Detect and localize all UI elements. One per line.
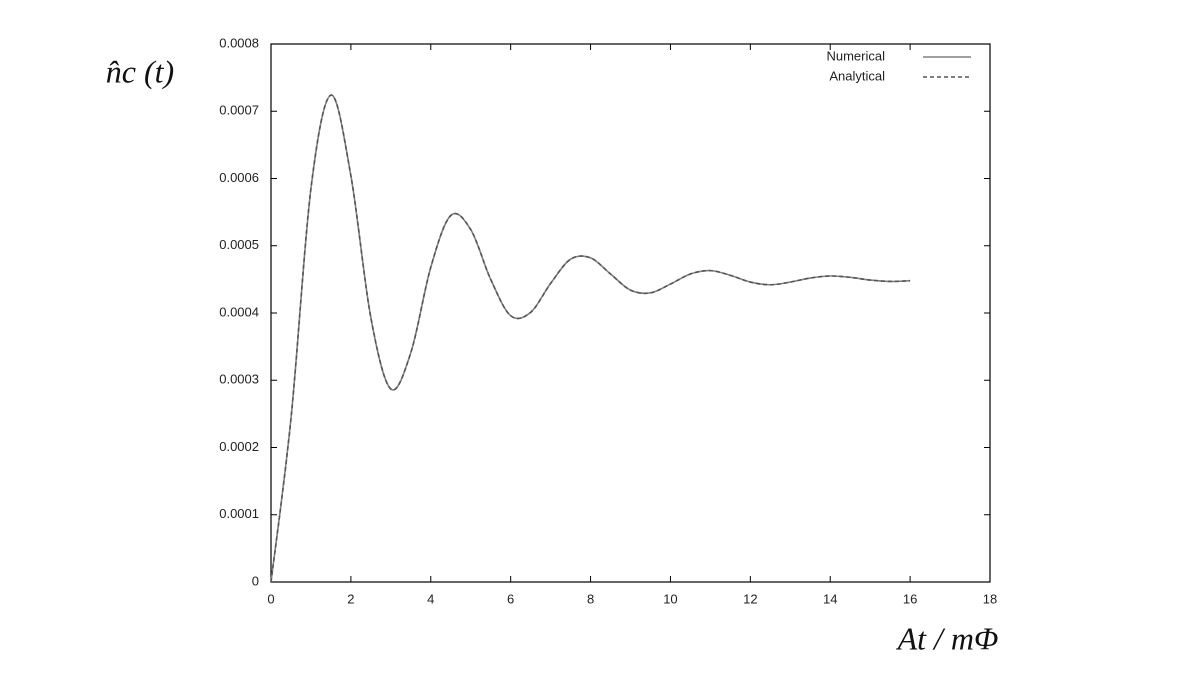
y-tick-label: 0.0004 <box>219 304 259 319</box>
y-tick-label: 0.0006 <box>219 170 259 185</box>
y-axis-title: n̂c (t) <box>106 53 174 89</box>
data-line <box>270 94 911 583</box>
x-axis-title: At / mΦ <box>896 620 999 656</box>
plot-frame <box>270 43 991 583</box>
y-tick-label: 0.0002 <box>219 439 259 454</box>
y-tick-label: 0 <box>252 573 259 588</box>
x-tick-label: 14 <box>823 591 837 606</box>
x-tick-label: 6 <box>507 591 514 606</box>
x-tick-label: 16 <box>903 591 917 606</box>
x-tick-label: 10 <box>663 591 677 606</box>
y-tick-label: 0.0005 <box>219 237 259 252</box>
y-tick-label: 0.0003 <box>219 372 259 387</box>
x-tick-label: 0 <box>267 591 274 606</box>
y-tick-label: 0.0008 <box>219 35 259 50</box>
x-tick-label: 8 <box>587 591 594 606</box>
x-tick-label: 12 <box>743 591 757 606</box>
legend-label: Analytical <box>829 68 885 83</box>
x-tick-label: 4 <box>427 591 434 606</box>
legend-label: Numerical <box>826 48 885 63</box>
data-line <box>270 94 911 583</box>
x-tick-label: 18 <box>983 591 997 606</box>
x-tick-label: 2 <box>347 591 354 606</box>
y-tick-label: 0.0001 <box>219 506 259 521</box>
y-tick-label: 0.0007 <box>219 103 259 118</box>
